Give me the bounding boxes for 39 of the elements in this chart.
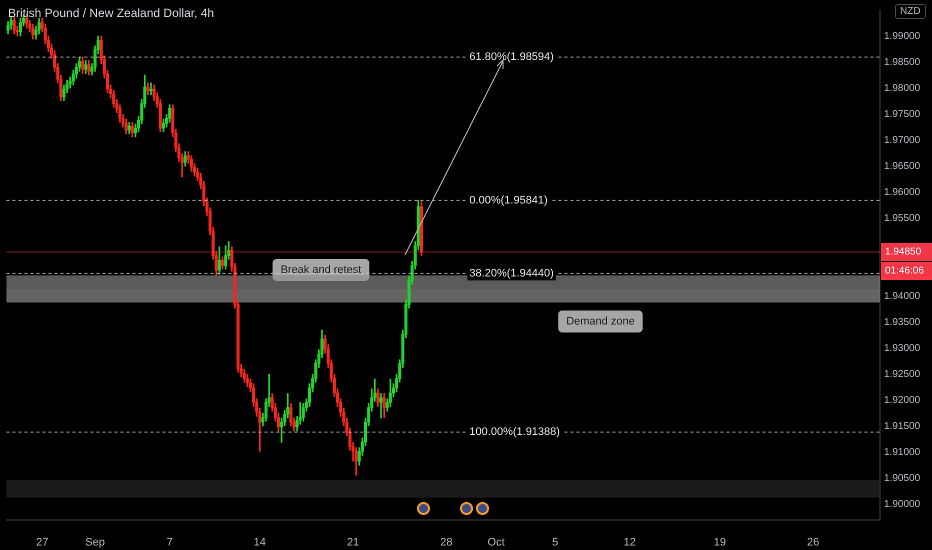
y-tick-label: 1.94000 — [884, 290, 921, 302]
x-tick-label: 21 — [346, 536, 360, 549]
ref-line-label: 61.80%(1.98594) — [469, 51, 554, 64]
y-tick-label: 1.91000 — [884, 447, 921, 458]
y-tick-label: 1.98000 — [884, 82, 921, 94]
y-tick-label: 1.97000 — [884, 134, 921, 146]
y-tick-label: 1.98500 — [884, 56, 921, 68]
y-axis-title: NZD — [895, 4, 926, 19]
ref-line-label: 0.00%(1.95841) — [469, 194, 548, 206]
x-tick-label: 12 — [624, 536, 636, 549]
chart-title: British Pound / New Zealand Dollar, 4h — [8, 6, 214, 20]
y-tick-label: 1.93500 — [884, 316, 921, 328]
ref-line-label: 1.94850 — [885, 246, 922, 258]
y-tick-label: 1.97500 — [884, 108, 921, 120]
ref-line-label: 100.00%(1.91388) — [469, 426, 560, 438]
y-tick-label: 1.99000 — [884, 30, 921, 42]
text: 01:46:06 — [885, 266, 924, 277]
y-tick-label: 1.90000 — [884, 499, 921, 510]
x-tick-label: 27 — [36, 536, 48, 549]
y-tick-label: 1.93000 — [884, 343, 921, 354]
x-tick-label: 14 — [254, 536, 266, 549]
band-label: Demand zone — [566, 316, 635, 328]
x-tick-label: 5 — [552, 536, 558, 549]
x-tick-label: 28 — [440, 536, 452, 549]
band-label: Break and retest — [280, 264, 362, 276]
x-tick-label: Sep — [85, 536, 105, 549]
y-tick-label: 1.92000 — [884, 395, 921, 406]
ref-line-label: 38.20%(1.94440) — [469, 267, 554, 280]
x-tick-label: 26 — [807, 536, 820, 549]
y-tick-label: 1.96000 — [884, 186, 921, 198]
x-tick-label: 7 — [166, 536, 173, 549]
y-tick-label: 1.96500 — [884, 160, 921, 172]
x-tick-label: 19 — [714, 536, 726, 549]
y-tick-label: 1.95500 — [884, 212, 921, 224]
candlestick — [380, 393, 383, 418]
x-tick-label: Oct — [488, 536, 505, 549]
y-tick-label: 1.92500 — [884, 369, 921, 380]
y-tick-label: 1.90500 — [884, 473, 921, 484]
y-tick-label: 1.91500 — [884, 421, 921, 432]
